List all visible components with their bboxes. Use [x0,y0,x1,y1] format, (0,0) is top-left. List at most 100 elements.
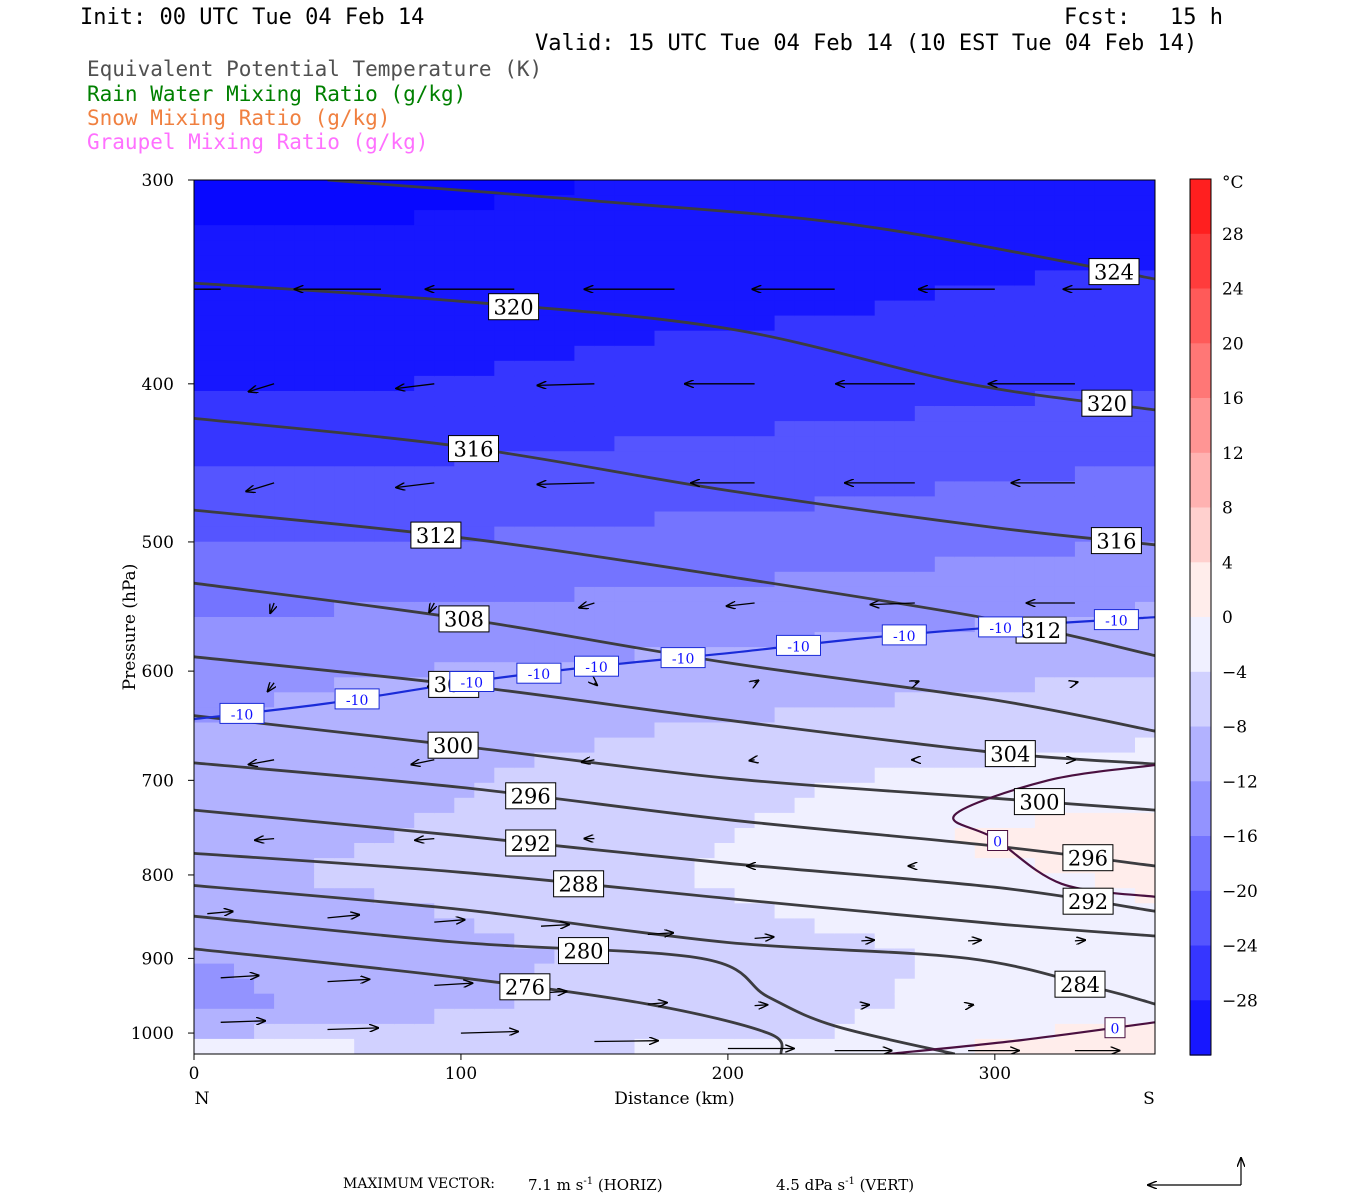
temperature-cell [754,391,776,407]
temperature-cell [374,556,395,573]
temperature-cell [274,375,295,392]
temperature-cell [1135,210,1155,226]
temperature-cell [654,375,676,392]
contour-label-box [1054,970,1106,998]
temperature-cell [894,873,916,890]
temperature-cell [294,240,315,257]
temperature-cell [574,421,596,437]
temperature-cell [534,315,556,332]
temperature-cell [354,210,375,226]
temperature-cell [974,1023,996,1040]
temperature-cell [394,677,415,694]
temperature-cell [774,873,796,890]
temperature-cell [694,300,716,317]
temperature-cell [794,360,816,377]
temperature-cell [874,571,896,588]
temperature-cell [374,647,395,663]
temperature-cell [234,240,255,257]
temperature-cell [954,180,976,196]
temperature-cell [894,752,916,769]
temperature-cell [654,481,676,498]
temperature-cell [894,315,916,332]
temperature-cell [354,647,375,663]
temperature-cell [634,812,656,829]
temperature-cell [374,1038,395,1054]
temperature-cell [194,466,215,483]
temperature-cell [854,210,876,226]
temperature-cell [254,195,275,211]
temperature-cell [974,541,996,558]
temperature-cell [514,360,536,377]
temperature-cell [274,843,295,859]
temperature-cell [654,918,676,935]
temperature-cell [314,978,335,995]
temperature-cell [294,677,315,694]
temperature-cell [854,812,876,829]
temperature-cell [834,481,856,498]
temperature-cell [934,888,956,905]
temperature-cell [634,978,656,995]
temperature-cell [954,360,976,377]
temperature-cell [494,210,516,226]
temperature-cell [974,345,996,362]
temperature-cell [874,195,896,211]
temperature-cell [954,828,976,844]
temperature-cell [794,270,816,287]
temperature-cell [614,903,636,920]
temperature-cell [334,240,355,257]
temperature-cell [614,722,636,739]
temperature-cell [874,933,896,950]
temperature-cell [314,948,335,965]
temperature-cell [634,511,656,528]
temperature-cell [1054,692,1076,709]
temperature-cell [554,240,576,257]
temperature-cell [214,436,235,453]
temperature-cell [654,225,676,242]
temperature-cell [194,782,215,799]
temperature-cell [634,903,656,920]
temperature-cell [334,963,355,980]
temperature-cell [1115,315,1136,332]
temperature-cell [714,993,736,1010]
temperature-cell [734,391,756,407]
temperature-cell [514,255,536,272]
temperature-cell [1094,1038,1116,1054]
temperature-cell [614,1008,636,1025]
wind-vector [434,920,464,922]
temperature-cell [234,662,255,679]
temperature-cell [554,496,576,513]
temperature-cell [714,556,736,573]
temperature-cell [254,858,275,874]
temperature-cell [494,888,516,905]
temperature-cell [314,195,335,211]
temperature-cell [234,225,255,242]
temperature-cell [1074,345,1096,362]
temperature-cell [774,707,796,724]
temperature-cell [754,963,776,980]
temperature-cell [614,391,636,407]
temperature-cell [234,617,255,633]
temperature-cell [394,722,415,739]
temperature-cell [1074,586,1096,603]
temperature-cell [494,240,516,257]
temperature-cell [1135,240,1155,257]
temperature-cell [514,556,536,573]
temperature-cell [1115,782,1136,799]
temperature-cell [294,752,315,769]
temperature-cell [554,285,576,302]
temperature-cell [994,1023,1016,1040]
temperature-cell [574,406,596,422]
temperature-cell [214,662,235,679]
temperature-cell [274,541,295,558]
temperature-cell [1034,330,1056,347]
temperature-cell [374,330,395,347]
temperature-cell [1094,948,1116,965]
temperature-cell [214,315,235,332]
temperature-cell [414,812,435,829]
temperature-cell [1034,556,1056,573]
temperature-cell [974,481,996,498]
temperature-cell [554,692,576,709]
temperature-cell [934,285,956,302]
temperature-cell [634,180,656,196]
temperature-cell [334,1023,355,1040]
